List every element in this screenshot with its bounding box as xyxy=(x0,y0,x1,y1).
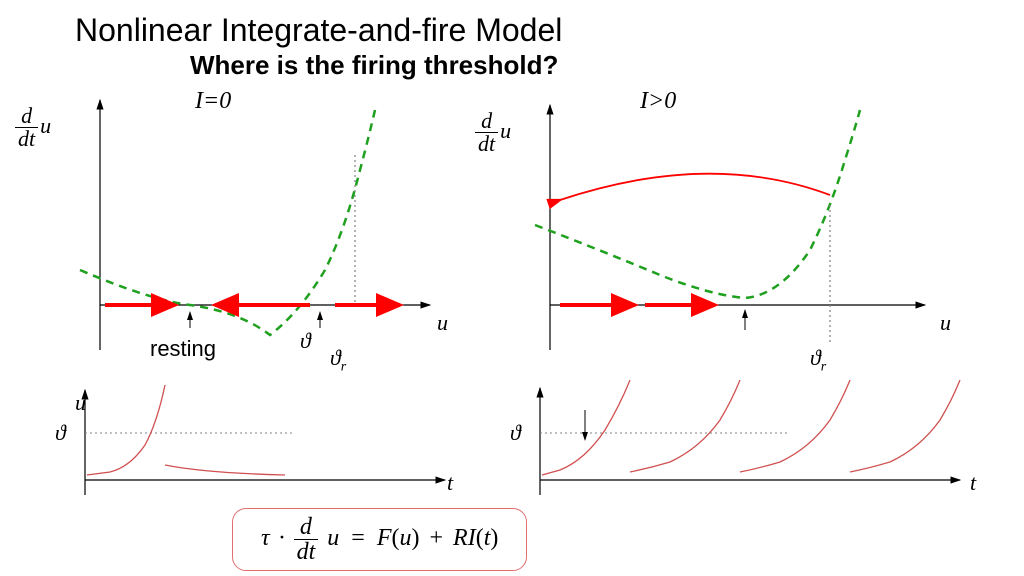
time-left-x-label: t xyxy=(447,470,453,496)
right-theta-r-label: ϑr xyxy=(810,345,826,375)
resting-label: resting xyxy=(150,336,216,362)
left-phase-plot xyxy=(70,90,470,370)
time-right-x-label: t xyxy=(970,470,976,496)
time-right-theta: ϑ xyxy=(510,420,521,446)
page-title: Nonlinear Integrate-and-fire Model xyxy=(75,12,562,49)
time-right-plot xyxy=(530,380,990,510)
page-subtitle: Where is the firing threshold? xyxy=(190,50,558,81)
left-x-axis-label: u xyxy=(437,310,448,336)
right-x-axis-label: u xyxy=(940,310,951,336)
time-left-plot xyxy=(75,385,475,505)
time-left-theta: ϑ xyxy=(55,420,66,446)
equation-box: τ · ddt u = F(u) + RI(t) xyxy=(232,508,527,571)
left-y-axis-label: ddtu xyxy=(15,105,51,150)
right-phase-plot xyxy=(530,90,950,370)
left-theta-label: ϑ xyxy=(300,328,311,354)
right-y-axis-label: ddtu xyxy=(475,110,511,155)
left-theta-r-label: ϑr xyxy=(330,345,346,375)
